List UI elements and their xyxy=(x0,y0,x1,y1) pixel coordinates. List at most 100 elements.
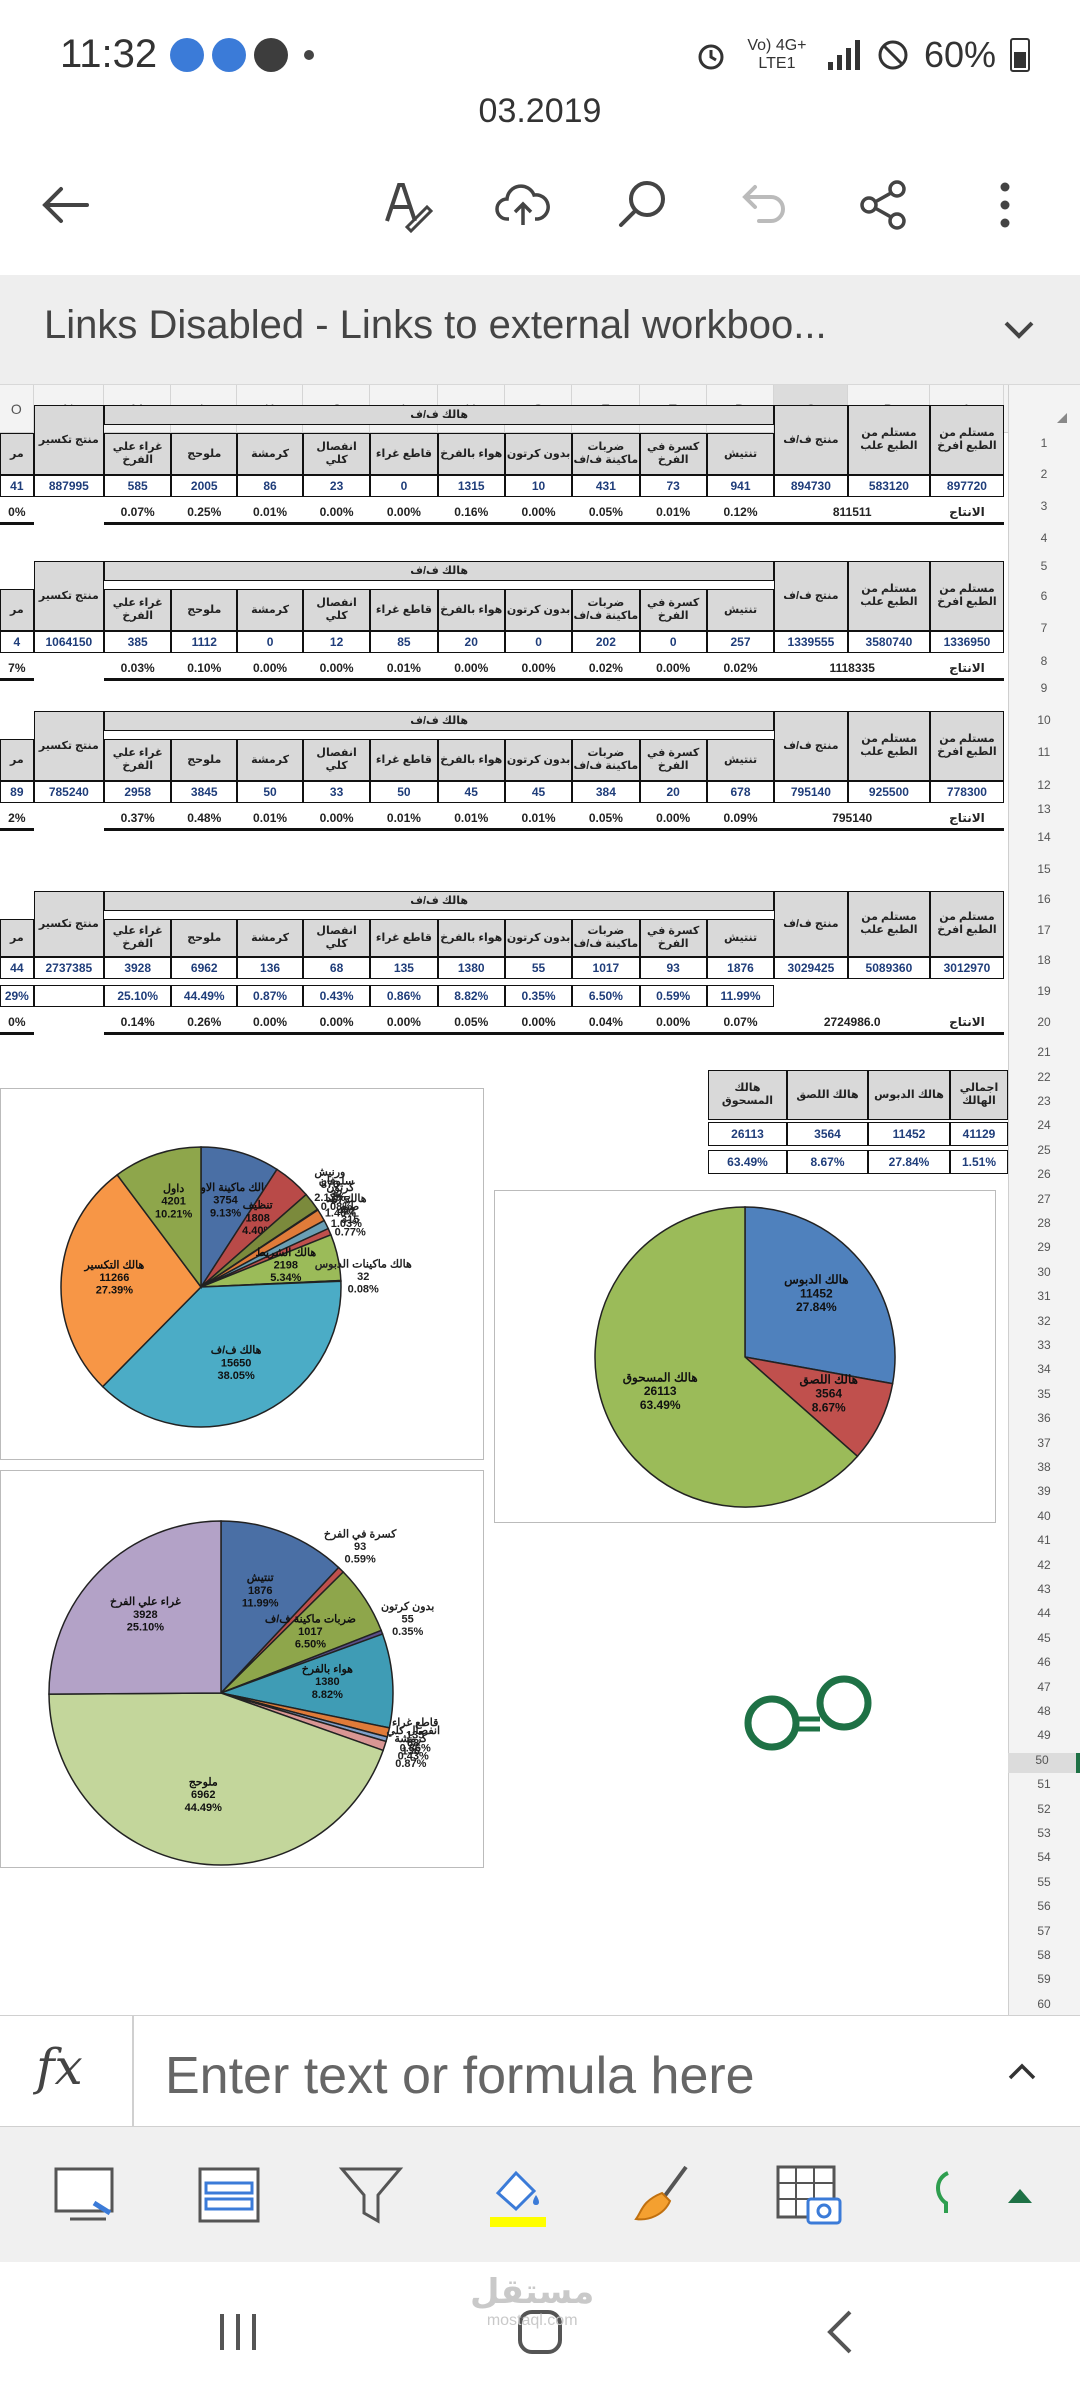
row-header-32[interactable]: 32 xyxy=(1037,1313,1051,1328)
header-cell[interactable]: مستلم من الطبع افرخ xyxy=(930,405,1004,475)
value-cell[interactable]: 1876 xyxy=(706,957,775,979)
value-cell[interactable]: 0 xyxy=(504,631,573,653)
row-header-31[interactable]: 31 xyxy=(1037,1289,1051,1304)
row-header-21[interactable]: 21 xyxy=(1037,1045,1051,1060)
header-cell[interactable]: انفصال كلي xyxy=(302,589,371,631)
value-cell[interactable]: 45 xyxy=(504,781,573,803)
row-header-47[interactable]: 47 xyxy=(1037,1679,1051,1694)
header-cell[interactable]: مستلم من الطبع علب xyxy=(847,711,931,781)
row-header-42[interactable]: 42 xyxy=(1037,1557,1051,1572)
row-header-60[interactable]: 60 xyxy=(1037,1996,1051,2011)
pct-cell[interactable]: 0.00% xyxy=(302,809,371,831)
value-cell[interactable]: 257 xyxy=(706,631,775,653)
recent-apps-icon[interactable] xyxy=(208,2302,268,2362)
row-header-26[interactable]: 26 xyxy=(1037,1167,1051,1182)
value-cell[interactable]: 202 xyxy=(572,631,640,653)
header-cell[interactable]: كرمشة xyxy=(237,919,303,957)
pct-cell[interactable]: 0.00% xyxy=(639,809,707,831)
share-pct-cell[interactable]: 0.35% xyxy=(504,985,573,1007)
summary-value[interactable]: 11452 xyxy=(868,1122,950,1146)
pct-cell[interactable]: 0.01% xyxy=(639,503,707,525)
pct-cell[interactable]: 0.00% xyxy=(504,1013,573,1035)
pie-slice[interactable] xyxy=(218,1633,394,1729)
pie-chart-3[interactable]: تنتيش 1876 11.99% كسرة في الفرخ 93 0.59% ضربات… xyxy=(0,1470,484,1868)
pct-cell[interactable]: 0.02% xyxy=(706,659,775,681)
summary-header[interactable]: اجمالي الهالك xyxy=(950,1070,1008,1120)
pct-cell[interactable]: 0.01% xyxy=(370,809,438,831)
group-header[interactable]: هالك ف/ف xyxy=(104,405,775,425)
value-cell[interactable]: 678 xyxy=(706,781,775,803)
header-cell[interactable]: بدون كرتون xyxy=(504,433,573,475)
row-header-45[interactable]: 45 xyxy=(1037,1630,1051,1645)
header-cell[interactable]: بدون كرتون xyxy=(504,589,573,631)
value-cell[interactable]: 431 xyxy=(572,475,640,497)
value-cell[interactable]: 1017 xyxy=(572,957,640,979)
freeze-panes-button[interactable] xyxy=(192,2159,266,2233)
header-cell[interactable]: تنتيش xyxy=(706,433,775,475)
summary-header[interactable]: هالك الدبوس xyxy=(868,1070,950,1120)
share-pct-cell[interactable]: 0.87% xyxy=(237,985,303,1007)
value-cell[interactable]: 5089360 xyxy=(847,957,931,979)
header-cell[interactable]: منتج تكسير xyxy=(33,405,105,475)
header-cell[interactable]: تنتيش xyxy=(706,589,775,631)
pie-chart-2[interactable]: هالك الدبوس 11452 27.84% هالك اللصق 3564 8.67… xyxy=(494,1190,996,1523)
fx-icon[interactable]: fx xyxy=(36,2038,83,2096)
value-cell[interactable]: 89 xyxy=(0,781,34,803)
pie-slice[interactable] xyxy=(744,1206,896,1385)
value-cell[interactable]: 73 xyxy=(639,475,707,497)
row-header-48[interactable]: 48 xyxy=(1037,1704,1051,1719)
share-pct-cell[interactable]: 0.86% xyxy=(370,985,438,1007)
pct-cell[interactable]: 0.00% xyxy=(437,659,505,681)
row-header-13[interactable]: 13 xyxy=(1037,801,1051,816)
value-cell[interactable]: 3845 xyxy=(171,781,238,803)
row-header-15[interactable]: 15 xyxy=(1037,861,1051,876)
row-header-58[interactable]: 58 xyxy=(1037,1948,1051,1963)
row-header-38[interactable]: 38 xyxy=(1037,1460,1051,1475)
header-cell[interactable]: منتج ف/ف xyxy=(774,405,848,475)
header-cell[interactable]: قاطع غراء xyxy=(370,919,438,957)
share-pct-cell[interactable]: 29% xyxy=(0,985,34,1007)
pie-slice[interactable] xyxy=(48,1520,222,1695)
value-cell[interactable]: 778300 xyxy=(930,781,1004,803)
summary-header[interactable]: هالك المسحوق xyxy=(708,1070,787,1120)
value-cell[interactable]: 795140 xyxy=(774,781,848,803)
value-cell[interactable]: 2737385 xyxy=(33,957,105,979)
pct-cell[interactable]: 0.00% xyxy=(302,503,371,525)
value-cell[interactable]: 50 xyxy=(370,781,438,803)
header-cell[interactable]: مستلم من الطبع علب xyxy=(847,561,931,631)
share-pct-cell[interactable]: 44.49% xyxy=(171,985,238,1007)
row-header-54[interactable]: 54 xyxy=(1037,1850,1051,1865)
value-cell[interactable]: 4 xyxy=(0,631,34,653)
pct-cell[interactable]: 0.05% xyxy=(437,1013,505,1035)
header-cell[interactable]: انفصال كلي xyxy=(302,433,371,475)
value-cell[interactable]: 41 xyxy=(0,475,34,497)
row-header-44[interactable]: 44 xyxy=(1037,1606,1051,1621)
header-cell[interactable]: مستلم من الطبع علب xyxy=(847,405,931,475)
header-cell[interactable]: ضربات ماكينة ف/ف xyxy=(572,739,640,781)
row-header-25[interactable]: 25 xyxy=(1037,1142,1051,1157)
value-cell[interactable]: 10 xyxy=(504,475,573,497)
value-cell[interactable]: 3580740 xyxy=(847,631,931,653)
value-cell[interactable]: 0 xyxy=(370,475,438,497)
header-cell[interactable]: منتج تكسير xyxy=(33,711,105,781)
header-cell[interactable]: كسرة في الفرخ xyxy=(639,919,707,957)
pct-cell[interactable]: 0.14% xyxy=(104,1013,172,1035)
summary-value[interactable]: 26113 xyxy=(708,1122,787,1146)
summary-pct[interactable]: 1.51% xyxy=(950,1150,1008,1174)
header-cell[interactable]: منتج تكسير xyxy=(33,891,105,957)
value-cell[interactable]: 583120 xyxy=(847,475,931,497)
value-cell[interactable]: 897720 xyxy=(930,475,1004,497)
value-cell[interactable]: 0 xyxy=(237,631,303,653)
header-cell[interactable]: ملوحج xyxy=(171,739,238,781)
header-cell[interactable]: منتج ف/ف xyxy=(774,891,848,957)
pie-slice[interactable] xyxy=(594,1206,859,1508)
pct-cell[interactable]: الانتاج xyxy=(930,659,1004,681)
pct-cell[interactable]: 0.01% xyxy=(370,659,438,681)
row-header-8[interactable]: 8 xyxy=(1040,653,1048,668)
column-header-O[interactable]: O xyxy=(0,385,34,433)
share-pct-cell[interactable]: 25.10% xyxy=(104,985,172,1007)
header-cell[interactable]: مستلم من الطبع افرخ xyxy=(930,711,1004,781)
ideas-button[interactable] xyxy=(918,2159,958,2233)
value-cell[interactable]: 385 xyxy=(104,631,172,653)
pct-cell[interactable]: 0.01% xyxy=(237,809,303,831)
